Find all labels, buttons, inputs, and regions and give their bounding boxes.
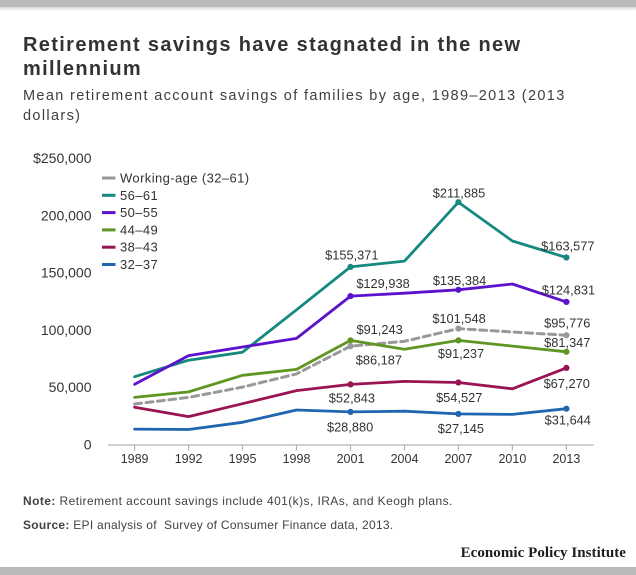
svg-text:150,000: 150,000 [41,265,92,281]
svg-text:2001: 2001 [337,452,365,466]
svg-text:2007: 2007 [444,452,472,466]
svg-text:38–43: 38–43 [120,240,158,255]
svg-text:$155,371: $155,371 [325,248,378,263]
svg-text:$28,880: $28,880 [327,420,373,435]
svg-text:Working-age (32–61): Working-age (32–61) [120,171,249,186]
svg-text:50–55: 50–55 [120,205,158,220]
svg-text:$250,000: $250,000 [33,150,92,166]
svg-text:$211,885: $211,885 [433,185,485,200]
svg-text:200,000: 200,000 [41,207,92,223]
svg-text:$91,243: $91,243 [356,322,402,337]
svg-text:100,000: 100,000 [41,322,92,338]
svg-text:$91,237: $91,237 [438,346,484,361]
svg-text:56–61: 56–61 [120,188,158,203]
svg-text:2013: 2013 [552,452,580,466]
svg-text:$27,145: $27,145 [438,421,484,436]
svg-text:$86,187: $86,187 [356,352,402,367]
svg-text:$135,384: $135,384 [433,273,486,288]
svg-text:0: 0 [84,437,92,453]
svg-text:$101,548: $101,548 [432,311,485,326]
svg-text:$163,577: $163,577 [541,238,594,253]
svg-text:50,000: 50,000 [49,379,92,395]
svg-text:1992: 1992 [175,452,203,466]
svg-text:44–49: 44–49 [120,222,158,237]
svg-text:$54,527: $54,527 [436,390,482,405]
svg-text:2010: 2010 [498,452,526,466]
svg-text:1989: 1989 [121,452,149,466]
svg-text:$95,776: $95,776 [544,315,590,330]
svg-text:1995: 1995 [229,452,257,466]
svg-text:$31,644: $31,644 [545,413,591,428]
svg-text:2004: 2004 [391,452,419,466]
svg-text:$124,831: $124,831 [542,282,595,297]
svg-text:$129,938: $129,938 [356,276,409,291]
svg-text:$67,270: $67,270 [544,376,590,391]
svg-text:1998: 1998 [283,452,311,466]
svg-text:$52,843: $52,843 [329,390,375,405]
svg-text:$81,347: $81,347 [544,335,590,350]
svg-text:32–37: 32–37 [120,257,158,272]
